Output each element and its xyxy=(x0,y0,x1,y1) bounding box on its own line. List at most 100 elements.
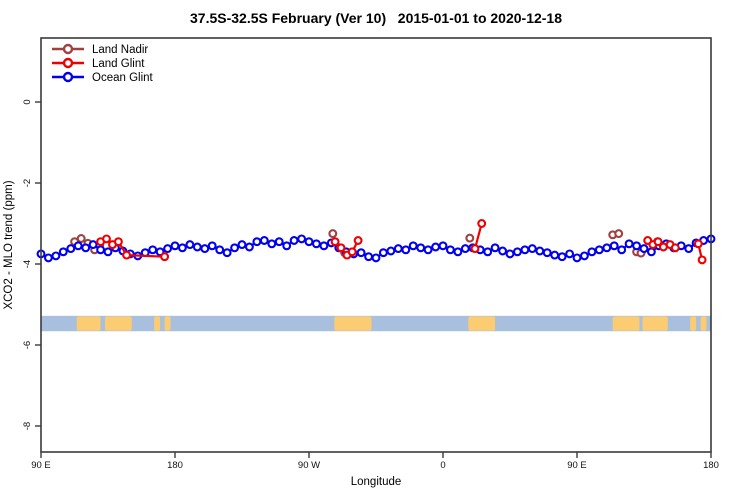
ocean-glint-point xyxy=(602,243,612,253)
ocean-glint-point xyxy=(222,248,232,258)
ocean-glint-point xyxy=(43,253,53,263)
ocean-glint-point xyxy=(207,241,217,251)
y-tick-label: -4 xyxy=(22,260,33,268)
ocean-glint-point xyxy=(684,244,694,254)
land-glint-point xyxy=(336,243,346,253)
ocean-glint-point xyxy=(259,236,269,245)
ocean-glint-point xyxy=(624,239,634,249)
ocean-glint-point xyxy=(520,245,530,255)
ocean-glint-point xyxy=(267,239,277,249)
ocean-glint-point xyxy=(527,244,537,254)
ocean-glint-point xyxy=(535,246,545,256)
ocean-glint-point xyxy=(356,248,366,258)
land-glint-point xyxy=(160,252,170,262)
ocean-glint-point xyxy=(565,249,575,259)
land-nadir-point xyxy=(76,234,86,243)
ocean-glint-point xyxy=(58,247,68,257)
map-band-land-patch xyxy=(154,316,161,331)
map-band-land-patch xyxy=(76,316,101,331)
map-band-land-patch xyxy=(105,316,132,331)
ocean-glint-point xyxy=(304,237,314,247)
ocean-glint-point xyxy=(416,243,426,253)
land-glint-point xyxy=(670,243,680,253)
land-glint-point xyxy=(353,236,363,245)
ocean-glint-point xyxy=(557,252,567,262)
map-band-ocean xyxy=(41,315,711,332)
y-tick-label: 0 xyxy=(22,99,33,104)
ocean-glint-point xyxy=(364,252,374,262)
ocean-glint-point xyxy=(490,243,500,253)
land-glint-point xyxy=(102,234,111,244)
ocean-glint-point xyxy=(542,248,552,258)
ocean-glint-point xyxy=(51,251,61,261)
land-glint-point xyxy=(122,250,132,260)
y-tick-label: -6 xyxy=(22,341,33,349)
plot-area: 90 E 180 90 W 0 90 E 180 0 -2 -4 -6 -8 Land Nadir La… xyxy=(22,37,719,471)
ocean-glint-point xyxy=(505,249,515,259)
legend-label: Ocean Glint xyxy=(92,72,154,84)
ocean-glint-point xyxy=(393,244,403,254)
ocean-glint-point xyxy=(639,244,649,254)
plot-box xyxy=(40,37,712,453)
ocean-glint-point xyxy=(177,243,187,253)
ocean-glint-point xyxy=(88,240,98,250)
ocean-glint-point xyxy=(73,241,83,251)
ocean-glint-point xyxy=(498,246,508,256)
ocean-glint-point xyxy=(230,243,240,253)
ocean-glint-point xyxy=(632,241,642,251)
land-glint-point xyxy=(113,237,123,247)
ocean-glint-point xyxy=(617,245,627,255)
y-tick-label: -2 xyxy=(22,179,33,187)
ocean-glint-point xyxy=(244,242,254,252)
ocean-glint-point xyxy=(200,244,210,254)
land-nadir-point xyxy=(465,233,475,243)
x-tick-label: 90 W xyxy=(298,460,320,471)
ocean-glint-point xyxy=(609,241,619,251)
ocean-glint-point xyxy=(282,241,292,251)
ocean-glint-point xyxy=(445,245,455,255)
ocean-glint-point xyxy=(512,247,522,257)
land-glint-point xyxy=(693,239,703,249)
map-band-land-patch xyxy=(612,316,640,331)
ocean-glint-point xyxy=(550,250,560,260)
ocean-glint-point xyxy=(378,248,388,258)
ocean-glint-point xyxy=(185,240,195,250)
map-band-land-patch xyxy=(468,316,496,331)
legend-marker-circle xyxy=(62,43,74,55)
ocean-glint-point xyxy=(438,241,448,251)
map-band-land-patch xyxy=(164,316,171,331)
ocean-glint-point xyxy=(252,237,262,247)
ocean-glint-point xyxy=(423,245,433,255)
x-tick-label: 90 E xyxy=(567,460,587,471)
ocean-glint-point xyxy=(319,241,329,251)
land-nadir-point xyxy=(328,229,338,239)
ocean-glint-point xyxy=(453,247,463,257)
ocean-glint-point xyxy=(408,241,418,251)
map-band-land-patch xyxy=(334,316,372,331)
ocean-glint-point xyxy=(646,247,656,257)
map-band-land-patch xyxy=(700,316,707,331)
map-band-land-patch xyxy=(642,316,668,331)
ocean-glint-point xyxy=(579,251,589,261)
ocean-glint-point xyxy=(460,244,470,254)
land-glint-point xyxy=(470,244,480,254)
y-axis-title: XCO2 - MLO trend (ppm) xyxy=(3,180,15,309)
x-tick-label: 0 xyxy=(440,460,445,471)
ocean-glint-point xyxy=(311,239,321,249)
chart-title: 37.5S-32.5S February (Ver 10) 2015-01-01… xyxy=(190,10,562,26)
land-nadir-point xyxy=(614,229,624,239)
ocean-glint-point xyxy=(572,253,582,263)
ocean-glint-point xyxy=(371,253,381,263)
ocean-glint-point xyxy=(401,245,411,255)
ocean-glint-point xyxy=(386,246,396,256)
land-glint-point xyxy=(477,219,487,228)
x-tick-label: 180 xyxy=(167,460,183,471)
land-glint-point xyxy=(697,255,707,265)
ocean-glint-point xyxy=(215,245,225,255)
x-axis-title: Longitude xyxy=(351,476,402,488)
legend-marker-circle xyxy=(62,57,74,69)
land-glint-point xyxy=(653,237,663,247)
land-glint-point xyxy=(330,237,340,247)
